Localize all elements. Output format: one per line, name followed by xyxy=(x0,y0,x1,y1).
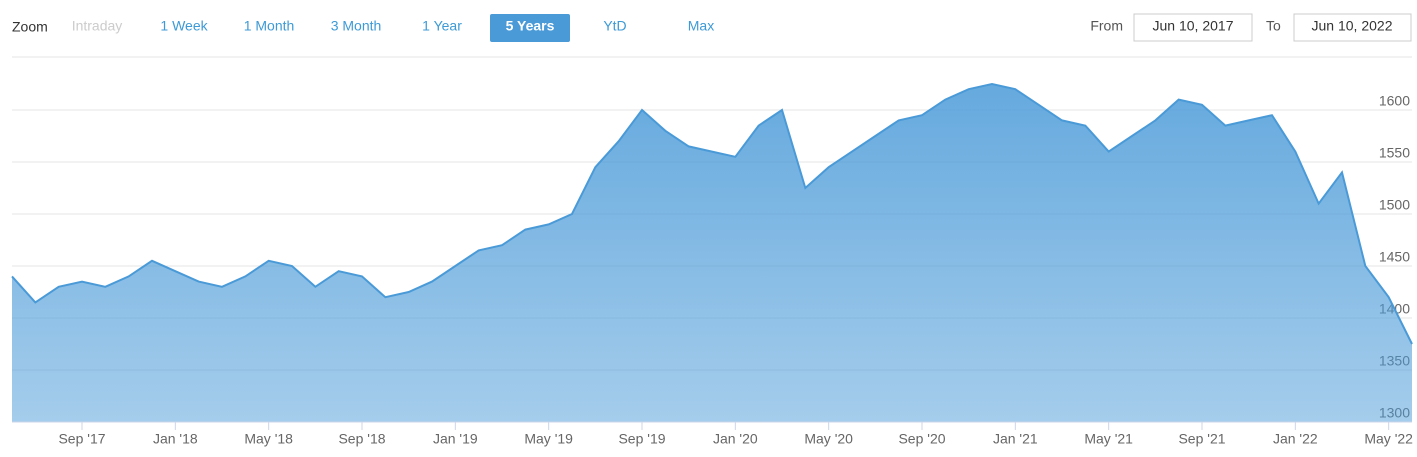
y-tick-label: 1550 xyxy=(1379,145,1410,161)
x-tick-label: May '20 xyxy=(804,431,853,447)
to-label: To xyxy=(1266,18,1281,34)
x-tick-label: May '22 xyxy=(1364,431,1413,447)
zoom-button[interactable]: 1 Week xyxy=(160,18,208,34)
zoom-button-bg[interactable] xyxy=(490,14,570,42)
zoom-button: Intraday xyxy=(72,18,123,34)
price-line xyxy=(11,82,1413,345)
from-label: From xyxy=(1090,18,1123,34)
x-tick-label: Sep '17 xyxy=(58,431,105,447)
x-tick-label: Sep '18 xyxy=(338,431,385,447)
x-tick-label: Sep '21 xyxy=(1178,431,1225,447)
y-tick-label: 1600 xyxy=(1379,93,1410,109)
x-tick-label: May '21 xyxy=(1084,431,1133,447)
x-tick-label: Jan '19 xyxy=(433,431,478,447)
area-fill xyxy=(12,84,1412,422)
x-tick-label: Jan '22 xyxy=(1273,431,1318,447)
x-tick-label: Jan '21 xyxy=(993,431,1038,447)
from-input[interactable] xyxy=(1133,13,1253,42)
x-tick-label: Sep '19 xyxy=(618,431,665,447)
x-tick-label: Sep '20 xyxy=(898,431,945,447)
from-date[interactable]: Jun 10, 2017 xyxy=(1153,18,1234,34)
zoom-button[interactable]: 3 Month xyxy=(331,18,382,34)
to-input[interactable] xyxy=(1293,13,1412,42)
x-tick-label: May '19 xyxy=(524,431,573,447)
zoom-button[interactable]: 5 Years xyxy=(506,18,555,34)
zoom-button[interactable]: 1 Year xyxy=(422,18,462,34)
y-tick-label: 1450 xyxy=(1379,249,1410,265)
x-tick-label: Jan '20 xyxy=(713,431,758,447)
x-tick-label: May '18 xyxy=(244,431,293,447)
y-tick-label: 1500 xyxy=(1379,197,1410,213)
zoom-label: Zoom xyxy=(12,19,48,35)
zoom-button[interactable]: Max xyxy=(688,18,714,34)
zoom-button[interactable]: YtD xyxy=(603,18,626,34)
zoom-button[interactable]: 1 Month xyxy=(244,18,295,34)
to-date[interactable]: Jun 10, 2022 xyxy=(1312,18,1393,34)
x-tick-label: Jan '18 xyxy=(153,431,198,447)
